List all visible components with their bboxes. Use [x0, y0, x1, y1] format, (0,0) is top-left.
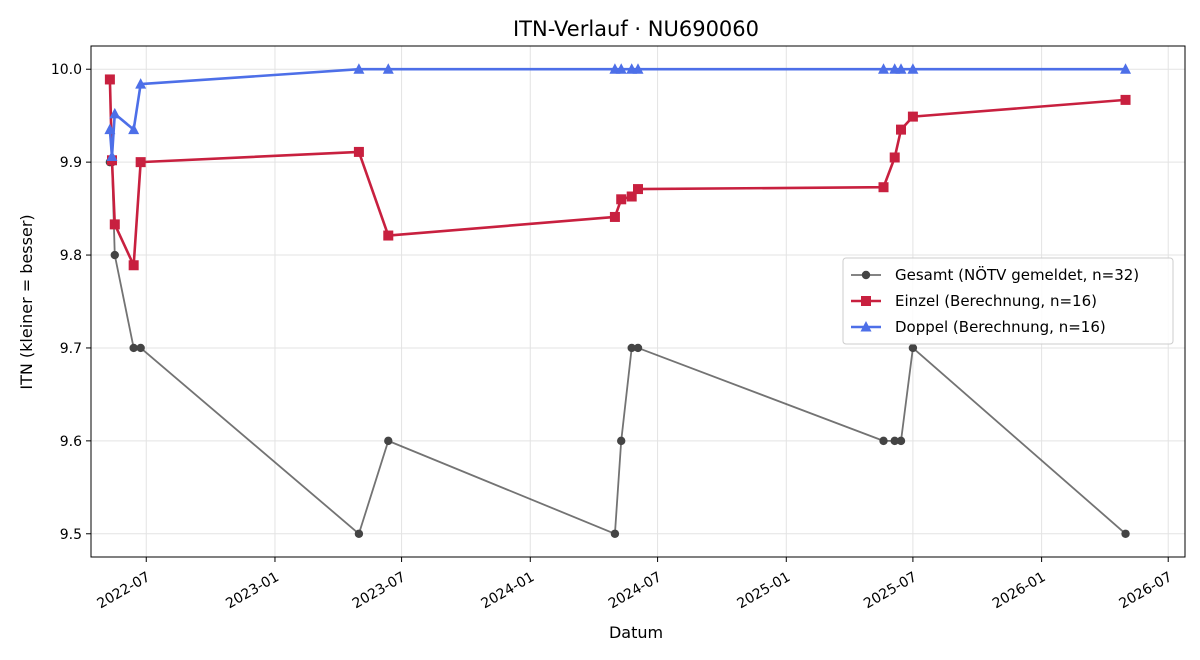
data-point-gesamt — [617, 436, 626, 446]
data-point-gesamt — [136, 343, 145, 353]
legend-label: Einzel (Berechnung, n=16) — [895, 292, 1097, 310]
data-point-einzel — [353, 146, 364, 157]
y-tick-label: 9.6 — [60, 434, 82, 450]
data-point-einzel — [878, 182, 889, 193]
legend-label: Gesamt (NÖTV gemeldet, n=32) — [895, 265, 1139, 284]
data-point-gesamt — [633, 343, 643, 353]
y-tick-label: 9.7 — [60, 341, 82, 357]
x-axis-label: Datum — [609, 623, 663, 642]
data-point-gesamt — [890, 436, 899, 446]
data-point-einzel — [896, 124, 907, 135]
y-tick-label: 9.8 — [60, 248, 82, 264]
data-point-doppel — [632, 63, 644, 74]
series-line-einzel — [108, 79, 1126, 267]
series-gesamt — [105, 157, 1130, 538]
series-group — [104, 63, 1132, 538]
y-tick-label: 10.0 — [51, 62, 82, 78]
data-point-einzel — [128, 260, 139, 271]
data-point-einzel — [616, 194, 627, 205]
y-axis-label: ITN (kleiner = besser) — [17, 214, 36, 389]
data-point-doppel — [106, 150, 118, 162]
data-point-doppel — [907, 63, 919, 74]
series-doppel — [104, 63, 1132, 162]
data-point-doppel — [382, 63, 394, 74]
y-axis-ticks: 9.5 9.6 9.7 9.8 9.9 10.0 — [51, 62, 91, 543]
data-point-einzel — [383, 230, 394, 241]
data-point-einzel — [633, 184, 643, 195]
data-point-einzel — [1120, 94, 1131, 105]
data-point-doppel — [353, 63, 365, 74]
data-point-gesamt — [354, 529, 364, 538]
data-point-einzel — [907, 111, 918, 122]
data-point-einzel — [104, 74, 115, 85]
legend-label: Doppel (Berechnung, n=16) — [895, 318, 1106, 336]
plot-frame — [90, 45, 1186, 558]
data-point-gesamt — [627, 343, 636, 353]
legend-box — [842, 257, 1174, 345]
data-point-gesamt — [879, 436, 888, 446]
data-point-doppel — [878, 63, 890, 74]
data-point-gesamt — [908, 343, 918, 353]
legend-marker — [861, 270, 871, 280]
data-point-doppel — [128, 123, 140, 135]
data-point-einzel — [626, 191, 637, 202]
data-point-doppel — [104, 123, 116, 135]
legend-entry-doppel: Doppel (Berechnung, n=16) — [851, 318, 1106, 336]
legend-marker — [861, 296, 871, 306]
data-point-doppel — [1120, 63, 1132, 74]
data-point-gesamt — [384, 436, 393, 446]
data-point-einzel — [109, 219, 120, 230]
data-point-einzel — [609, 211, 620, 222]
data-point-gesamt — [610, 529, 620, 538]
data-point-einzel — [889, 152, 900, 163]
legend-entry-gesamt: Gesamt (NÖTV gemeldet, n=32) — [851, 265, 1139, 284]
data-point-gesamt — [110, 250, 119, 260]
chart-title: ITN-Verlauf · NU690060 — [513, 17, 759, 41]
series-line-doppel — [108, 67, 1126, 158]
data-point-gesamt — [896, 436, 906, 446]
data-point-einzel — [135, 157, 146, 168]
legend-marker — [860, 321, 872, 332]
data-point-doppel — [109, 107, 121, 119]
data-point-doppel — [135, 78, 147, 89]
legend: Gesamt (NÖTV gemeldet, n=32) Einzel (Bere… — [842, 257, 1174, 345]
data-point-gesamt — [129, 343, 138, 353]
data-point-doppel — [615, 63, 627, 74]
legend-entry-einzel: Einzel (Berechnung, n=16) — [851, 292, 1097, 310]
data-point-doppel — [895, 63, 907, 74]
data-point-gesamt — [1121, 529, 1130, 538]
y-tick-label: 9.9 — [60, 155, 82, 171]
y-tick-label: 9.5 — [60, 527, 82, 543]
